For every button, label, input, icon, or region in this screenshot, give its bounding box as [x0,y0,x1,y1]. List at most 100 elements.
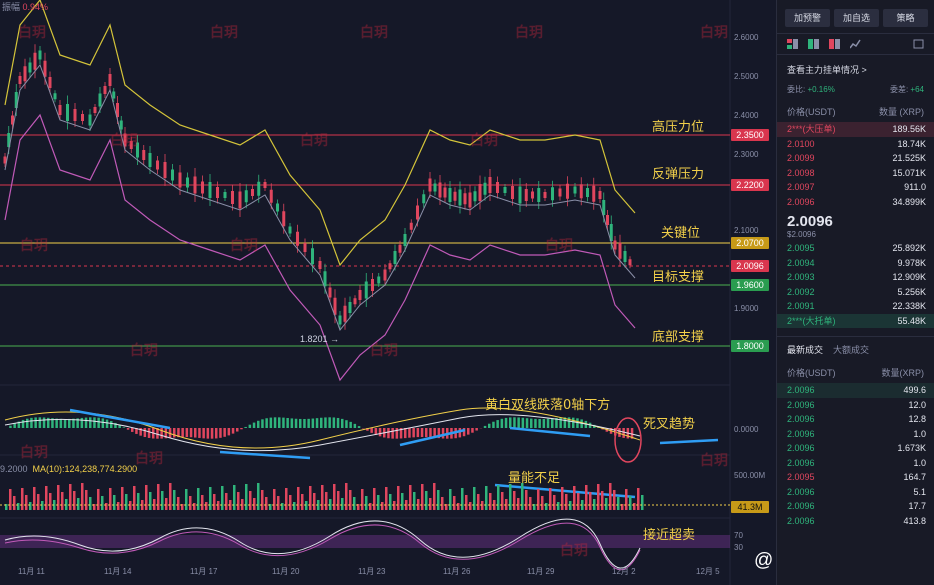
macd-bar [630,428,634,439]
candle-body [628,259,632,266]
tab-latest-trades[interactable]: 最新成交 [787,345,824,355]
bid-row[interactable]: 2.0091 22.338K [787,301,926,311]
price-axis-label: 1.9000 [734,304,759,313]
volume-bar [309,486,312,510]
macd-bar [622,428,625,438]
macd-bar [294,418,298,428]
candle-body [602,200,606,215]
trade-row[interactable]: 2.0096 413.8 [787,515,926,526]
candle-body [598,191,602,199]
kline-chart-svg[interactable] [0,0,776,585]
tab-large-trades[interactable]: 大额成交 [833,345,870,355]
bid-row[interactable]: 2.0092 5.256K [787,286,926,297]
volume-bar [305,501,308,510]
candle-body [231,191,234,204]
big-ask-row[interactable]: 2***(大压单) 189.56K [777,122,934,137]
volume-bar [145,485,148,510]
trades-header: 价格(USDT) 数量(XRP) [787,368,924,378]
ask-row[interactable]: 2.0098 15.071K [787,167,926,178]
volume-bar [489,493,492,510]
volume-bar [209,487,212,510]
trade-row[interactable]: 2.0096 1.0 [787,428,926,439]
trade-row[interactable]: 2.0096 12.8 [787,414,926,424]
candle-body [311,248,314,265]
bid-row[interactable]: 2.0094 9.978K [787,257,926,268]
x-axis-label: 12月 5 [696,567,720,576]
macd-bar [189,428,193,438]
macd-bar [530,418,533,428]
volume-bar [161,491,164,510]
rsi-axis-label: 30 [734,543,743,552]
add-watchlist-button[interactable]: 加自选 [834,9,879,27]
volume-bar [249,491,252,510]
candle-body [43,60,47,77]
expand-icon[interactable] [913,39,924,49]
volume-bar [369,503,372,510]
ask-row[interactable]: 2.0100 18.74K [787,138,926,149]
macd-bar [462,428,466,437]
lower-band [4,113,636,382]
volume-bar [593,499,596,510]
candle-body [623,251,627,262]
volume-bar [621,504,624,510]
macd-bar [261,419,264,428]
strategy-button[interactable]: 策略 [883,9,928,27]
candle-body [343,305,347,322]
macd-bar [139,428,142,436]
price-chart-area[interactable]: 振幅 0.94% 白玥 白玥 白玥 白玥 白玥 白玥 白玥 白玥 白玥 白玥 白… [0,0,776,585]
volume-bar [257,483,260,510]
ask-row[interactable]: 2.0097 911.0 [787,182,926,192]
candle-body [3,156,7,164]
trade-row[interactable]: 2.0095 164.7 [787,472,926,482]
volume-bar [33,487,36,510]
candle-body [11,115,14,125]
volume-bar [153,499,156,510]
volume-bar [553,495,556,510]
candle-body [537,188,541,202]
volume-bar [173,490,176,510]
trade-row[interactable]: 2.0096 12.0 [787,399,926,410]
volume-bar [17,503,20,510]
bids-view-icon[interactable] [808,39,819,49]
both-sides-view-icon[interactable] [787,39,798,49]
volume-bar [297,487,300,510]
candle-body [488,177,492,193]
macd-bar [441,428,445,439]
ask-row[interactable]: 2.0096 34.899K [787,196,926,207]
ask-row[interactable]: 2.0099 21.525K [787,153,926,163]
candle-body [428,178,432,192]
volume-bar [221,486,224,510]
trend-arrow [494,483,636,499]
volume-bar [549,488,552,510]
price-axis-label: 2.3000 [734,150,759,159]
macd-bar [114,422,117,428]
candle-body [531,191,534,199]
bid-row[interactable]: 2.0093 12.909K [787,272,926,282]
main-orders-link[interactable]: 查看主力挂单情况 > [787,65,867,75]
volume-bar [465,495,468,510]
trade-row[interactable]: 2.0096 17.7 [787,501,926,511]
candle-body [156,160,159,170]
trade-row[interactable]: 2.0096 499.6 [777,383,934,398]
trade-row[interactable]: 2.0096 5.1 [787,486,926,497]
macd-bar [555,417,558,428]
bid-row[interactable]: 2.0095 25.892K [787,243,926,253]
big-bid-row[interactable]: 2***(大托单) 55.48K [777,313,934,328]
depth-view-icon[interactable] [850,39,861,49]
volume-bar [125,494,128,510]
volume-bar [225,493,228,510]
volume-bar [265,497,268,510]
candle-body [483,182,487,195]
trade-row[interactable]: 2.0096 1.0 [787,457,926,468]
trade-row[interactable]: 2.0096 1.673K [787,443,926,453]
volume-bar [405,500,408,510]
volume-bar [349,490,352,510]
volume-bar [181,504,184,510]
volume-bar [177,497,180,510]
add-alert-button[interactable]: 加预警 [785,9,830,27]
death-cross-annotation: 死叉趋势 [643,417,696,432]
macd-bar [534,418,537,428]
candle-body [333,297,337,315]
asks-view-icon[interactable] [829,39,840,49]
candle-body [257,181,261,196]
